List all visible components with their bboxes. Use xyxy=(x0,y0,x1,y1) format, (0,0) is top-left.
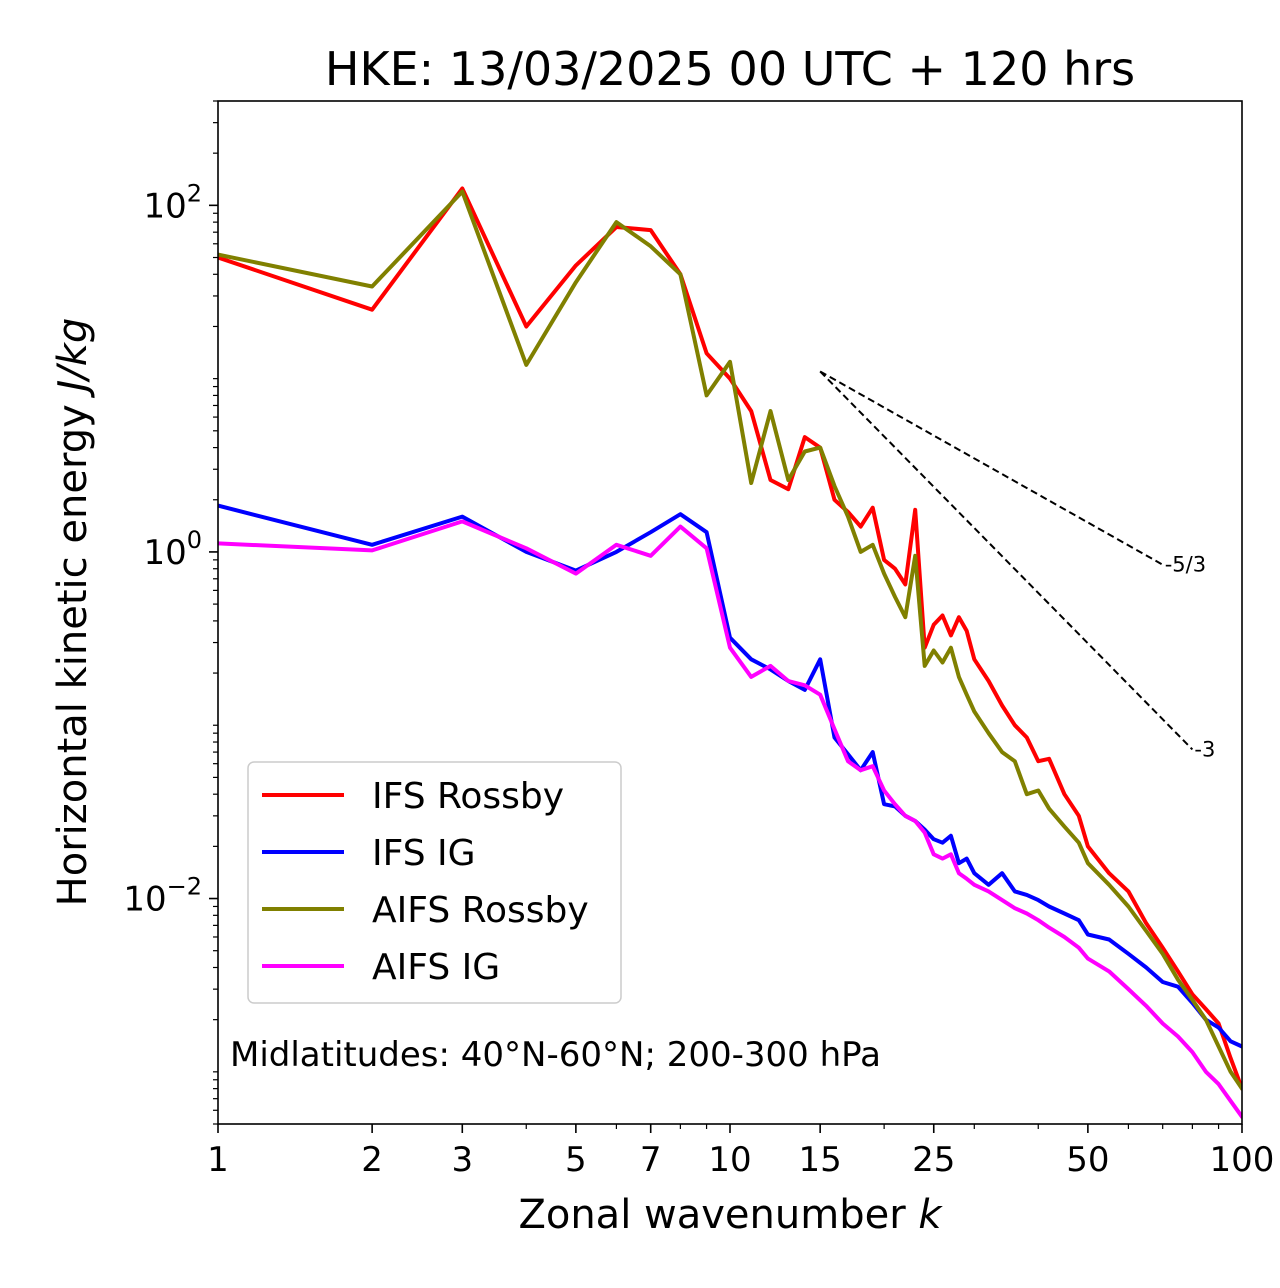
legend: IFS Rossby IFS IG AIFS Rossby AIFS IG xyxy=(247,761,622,1004)
legend-label-aifs-ig: AIFS IG xyxy=(372,947,500,988)
series-line-ifs-rossby xyxy=(218,186,1242,1091)
reference-slopes: -5/3 -3 xyxy=(819,370,1215,761)
x-tick-label: 25 xyxy=(912,1140,955,1180)
legend-label-ifs-ig: IFS IG xyxy=(372,833,476,874)
y-tick-label: 102 xyxy=(143,179,202,226)
y-tick-label: 10−2 xyxy=(123,873,202,920)
axis-ticks: 1 2 3 5 7 10 15 25 50 100 102 100 10−2 xyxy=(123,100,1275,1180)
legend-label-aifs-rossby: AIFS Rossby xyxy=(372,890,589,931)
x-axis-label: Zonal wavenumber k xyxy=(518,1192,943,1238)
x-tick-label: 15 xyxy=(799,1140,842,1180)
reference-line xyxy=(819,370,1194,751)
x-axis-label-main: Zonal wavenumber xyxy=(518,1192,918,1238)
legend-label-ifs-rossby: IFS Rossby xyxy=(372,776,564,817)
x-tick-label: 50 xyxy=(1066,1140,1109,1180)
y-tick-label: 100 xyxy=(143,526,202,573)
reference-label: -3 xyxy=(1194,737,1215,761)
chart-title: HKE: 13/03/2025 00 UTC + 120 hrs xyxy=(325,42,1135,96)
series-line-ifs-ig xyxy=(218,503,1242,1049)
y-axis-label: Horizontal kinetic energy J/kg xyxy=(50,318,96,907)
x-tick-label: 1 xyxy=(207,1140,229,1180)
x-axis-label-var: k xyxy=(918,1192,943,1238)
reference-label: -5/3 xyxy=(1165,553,1206,577)
series-lines xyxy=(218,186,1242,1119)
y-axis-label-var: J/kg xyxy=(50,318,96,399)
x-tick-label: 7 xyxy=(640,1140,662,1180)
plot-frame xyxy=(217,100,1243,1125)
legend-box xyxy=(247,761,622,1004)
region-annotation: Midlatitudes: 40°N-60°N; 200-300 hPa xyxy=(230,1035,881,1075)
x-tick-label: 5 xyxy=(565,1140,587,1180)
x-tick-label: 3 xyxy=(451,1140,473,1180)
x-tick-label: 2 xyxy=(361,1140,383,1180)
x-tick-label: 100 xyxy=(1210,1140,1275,1180)
series-line-aifs-rossby xyxy=(218,189,1242,1091)
x-tick-label: 10 xyxy=(708,1140,751,1180)
series-line-aifs-ig xyxy=(218,519,1242,1119)
y-axis-label-main: Horizontal kinetic energy xyxy=(50,392,96,907)
